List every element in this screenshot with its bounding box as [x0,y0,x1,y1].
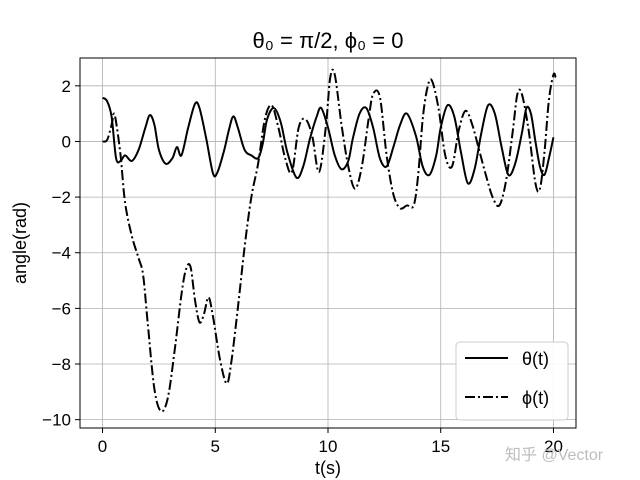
y-tick-label: 0 [62,132,71,151]
legend-theta-label: θ(t) [522,349,549,369]
phi-series-line [102,68,557,413]
y-tick-label: −2 [52,188,71,207]
grid [80,58,576,428]
theta-series-line [101,96,555,185]
y-tick-label: −4 [52,244,71,263]
legend: θ(t) ϕ(t) [455,341,569,421]
y-axis-label: angle(rad) [10,202,30,284]
x-tick-label: 20 [544,437,563,456]
x-tick-label: 0 [98,437,107,456]
x-tick-label: 10 [319,437,338,456]
y-tick-label: −10 [42,411,71,430]
watermark: 知乎 @Vector [505,446,604,464]
legend-phi-label: ϕ(t) [522,388,549,408]
y-tick-label: −8 [52,355,71,374]
series-group [101,68,557,413]
x-axis-label: t(s) [315,458,341,478]
x-tick-label: 5 [211,437,220,456]
legend-box [455,341,569,421]
y-tick-label: −6 [52,299,71,318]
y-tick-label: 2 [62,77,71,96]
x-tick-label: 15 [431,437,450,456]
chart-title: θ₀ = π/2, ϕ₀ = 0 [253,28,404,53]
